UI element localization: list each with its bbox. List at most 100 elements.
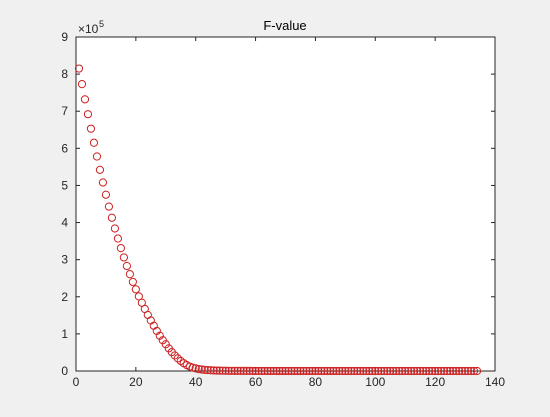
data-point: [428, 366, 437, 376]
chart-title: F-value: [263, 18, 306, 33]
data-point: [398, 366, 407, 376]
data-point: [296, 366, 305, 376]
data-point: [350, 366, 359, 376]
y-tick-label: 3: [61, 253, 68, 267]
data-point: [218, 366, 227, 375]
data-point: [434, 366, 443, 376]
data-point: [368, 366, 377, 376]
y-tick-label: 6: [61, 141, 68, 155]
data-point: [314, 366, 323, 376]
data-point: [155, 331, 164, 340]
y-tick-label: 0: [61, 364, 68, 378]
data-point: [92, 152, 102, 161]
data-point: [389, 366, 398, 376]
data-point: [356, 366, 365, 376]
data-point: [395, 366, 404, 376]
data-point: [353, 366, 362, 376]
data-point: [422, 366, 431, 376]
data-point: [323, 366, 332, 376]
x-tick-label: 100: [365, 375, 385, 389]
data-point: [466, 366, 476, 376]
data-point: [431, 366, 440, 376]
y-tick-label: 1: [61, 327, 68, 341]
data-point: [83, 110, 93, 119]
data-point: [371, 366, 380, 376]
data-point: [212, 366, 221, 375]
data-point: [362, 366, 371, 376]
data-point: [329, 366, 338, 376]
data-point: [281, 366, 290, 376]
data-point: [317, 366, 326, 376]
data-point: [293, 366, 302, 376]
data-point: [263, 366, 272, 376]
data-point: [299, 366, 308, 376]
data-point: [128, 277, 137, 287]
data-point: [242, 366, 251, 375]
y-tick-label: 5: [61, 178, 68, 192]
data-point: [440, 366, 449, 376]
y-exponent-base: ×10: [78, 22, 99, 36]
data-point: [425, 366, 434, 376]
data-point: [221, 366, 230, 375]
x-tick-label: 120: [425, 375, 445, 389]
x-tick-label: 40: [189, 375, 203, 389]
data-point: [200, 365, 209, 374]
data-point: [260, 366, 269, 376]
data-point: [377, 366, 386, 376]
data-point: [392, 366, 401, 376]
data-point: [446, 366, 455, 376]
data-point: [116, 244, 125, 253]
data-point: [269, 366, 278, 376]
data-point: [443, 366, 452, 376]
data-point: [320, 366, 329, 376]
data-point: [365, 366, 374, 376]
data-point: [227, 366, 236, 375]
data-point: [191, 364, 200, 373]
data-point: [374, 366, 383, 376]
data-point: [86, 124, 96, 133]
data-point: [386, 366, 395, 376]
data-markers: [74, 64, 482, 376]
data-point: [359, 366, 368, 376]
data-point: [404, 366, 413, 376]
data-point: [332, 366, 341, 376]
data-point: [74, 64, 84, 73]
data-point: [224, 366, 233, 375]
data-point: [233, 366, 242, 375]
axis-ticks: 0 20 40 60 80 100 120 140 0 1 2 3 4 5 6 7 8 9: [61, 30, 505, 389]
data-point: [469, 366, 479, 376]
data-point: [173, 354, 182, 363]
data-point: [302, 366, 311, 376]
data-point: [407, 366, 416, 376]
x-tick-label: 20: [129, 375, 143, 389]
data-point: [188, 363, 197, 372]
data-point: [101, 190, 111, 199]
axes-box: [75, 36, 496, 372]
data-point: [419, 366, 428, 376]
x-tick-label: 80: [309, 375, 323, 389]
data-point: [98, 178, 108, 187]
data-point: [239, 366, 248, 375]
data-point: [275, 366, 284, 376]
data-point: [401, 366, 410, 376]
data-point: [203, 365, 212, 375]
data-point: [248, 366, 257, 376]
data-point: [383, 366, 392, 376]
data-point: [194, 365, 203, 374]
data-point: [308, 366, 317, 376]
y-tick-label: 9: [61, 30, 68, 44]
data-point: [272, 366, 281, 376]
data-point: [287, 366, 296, 376]
data-point: [113, 234, 123, 243]
data-point: [158, 336, 167, 345]
data-point: [326, 366, 335, 376]
data-point: [278, 366, 287, 376]
data-point: [305, 366, 314, 376]
data-point: [344, 366, 353, 376]
x-tick-label: 60: [249, 375, 263, 389]
y-tick-label: 8: [61, 67, 68, 81]
data-point: [338, 366, 347, 376]
data-point: [457, 366, 467, 376]
